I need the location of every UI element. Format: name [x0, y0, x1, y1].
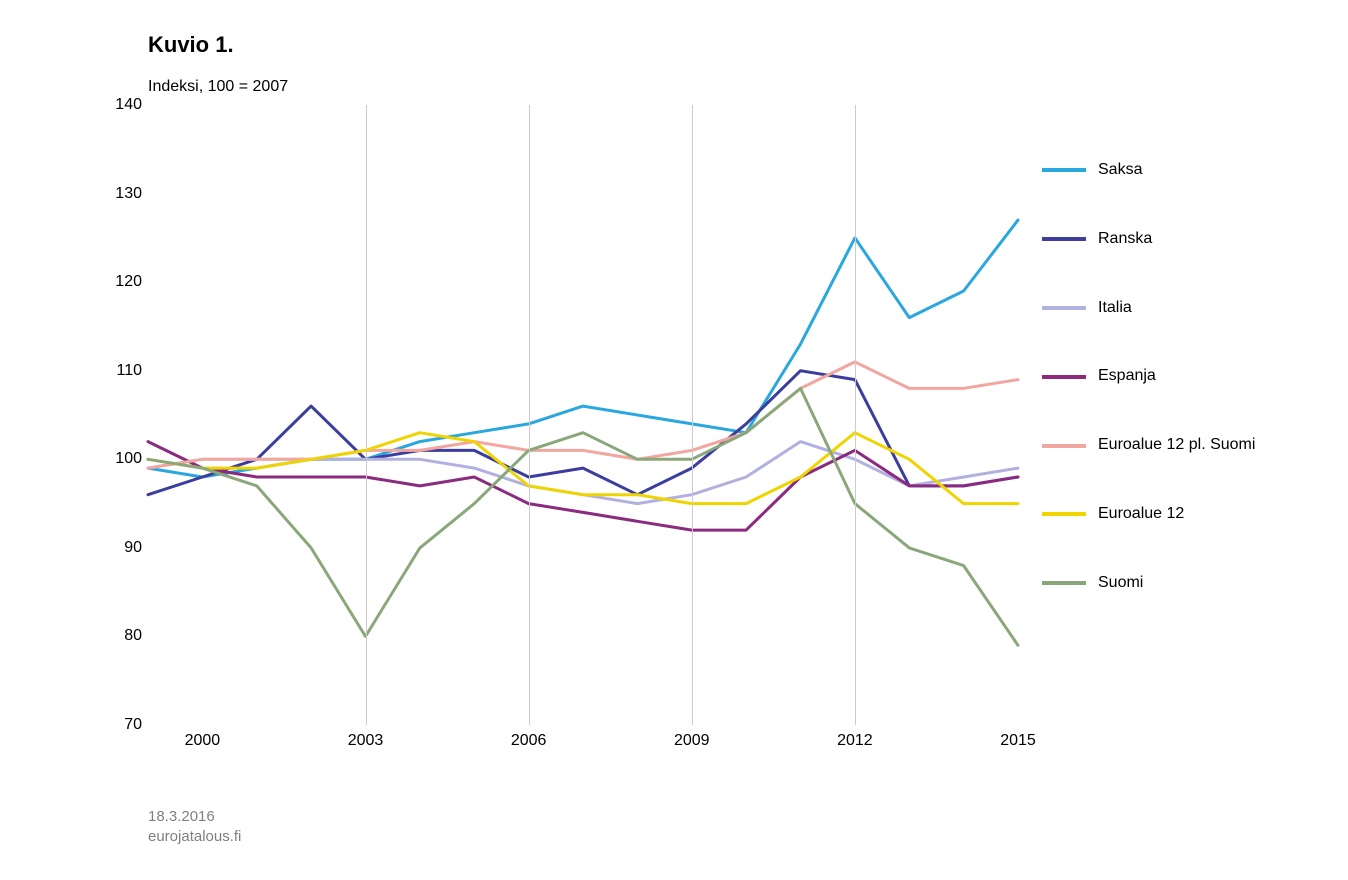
y-tick-label: 140	[100, 96, 142, 114]
gridline	[366, 105, 367, 725]
y-tick-label: 120	[100, 273, 142, 291]
footer-source: eurojatalous.fi	[148, 828, 241, 845]
legend-swatch	[1042, 512, 1086, 516]
x-tick-label: 2012	[837, 732, 873, 750]
y-tick-label: 130	[100, 185, 142, 203]
legend-label: Ranska	[1098, 229, 1152, 250]
x-tick-label: 2006	[511, 732, 547, 750]
series-line	[148, 442, 1018, 530]
legend-swatch	[1042, 581, 1086, 585]
legend-item: Euroalue 12	[1042, 504, 1322, 525]
footer-date: 18.3.2016	[148, 808, 215, 825]
legend-label: Euroalue 12	[1098, 504, 1184, 525]
gridline	[855, 105, 856, 725]
y-tick-label: 70	[100, 716, 142, 734]
legend-label: Saksa	[1098, 160, 1142, 181]
x-tick-label: 2009	[674, 732, 710, 750]
x-tick-label: 2015	[1000, 732, 1036, 750]
legend-item: Ranska	[1042, 229, 1322, 250]
y-tick-label: 110	[100, 362, 142, 380]
series-line	[148, 362, 1018, 468]
plot-area	[148, 105, 1018, 725]
x-tick-label: 2003	[348, 732, 384, 750]
chart-title: Kuvio 1.	[148, 32, 234, 58]
legend-label: Espanja	[1098, 366, 1156, 387]
legend-item: Saksa	[1042, 160, 1322, 181]
legend-swatch	[1042, 306, 1086, 310]
legend-label: Euroalue 12 pl. Suomi	[1098, 435, 1255, 456]
y-tick-label: 80	[100, 627, 142, 645]
legend-item: Suomi	[1042, 573, 1322, 594]
legend-label: Suomi	[1098, 573, 1143, 594]
gridline	[692, 105, 693, 725]
x-tick-label: 2000	[185, 732, 221, 750]
series-line	[148, 388, 1018, 645]
y-tick-label: 90	[100, 539, 142, 557]
legend-item: Espanja	[1042, 366, 1322, 387]
legend-swatch	[1042, 168, 1086, 172]
legend-swatch	[1042, 237, 1086, 241]
legend-label: Italia	[1098, 298, 1132, 319]
legend-item: Euroalue 12 pl. Suomi	[1042, 435, 1322, 456]
legend-item: Italia	[1042, 298, 1322, 319]
y-tick-label: 100	[100, 450, 142, 468]
legend: Saksa Ranska Italia Espanja Euroalue 12 pl. …	[1042, 160, 1322, 642]
legend-swatch	[1042, 444, 1086, 448]
y-axis-title: Indeksi, 100 = 2007	[148, 78, 288, 96]
gridline	[529, 105, 530, 725]
chart-lines	[148, 105, 1018, 725]
legend-swatch	[1042, 375, 1086, 379]
